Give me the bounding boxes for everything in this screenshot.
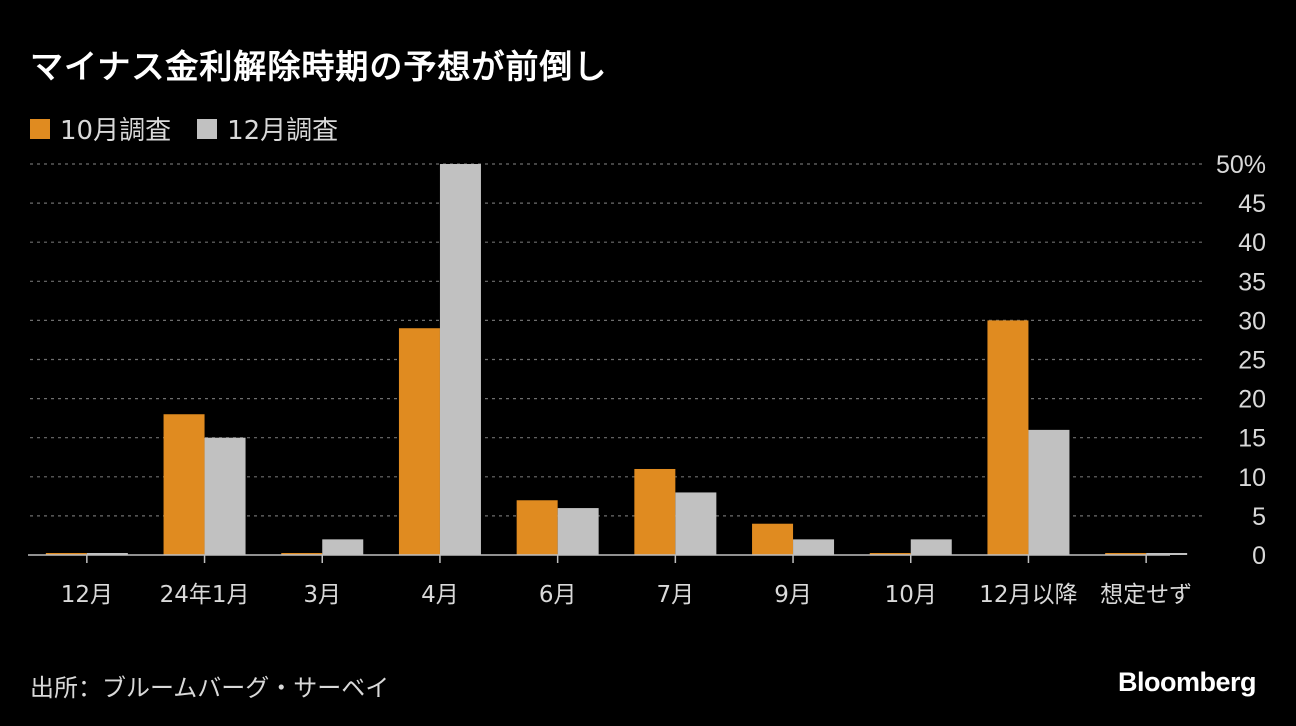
y-tick-label: 45 [1238,190,1266,218]
x-axis-labels: 12月 24年1月 3月 4月 6月 7月 9月 10月 12月以降 想定せず [61,582,1192,608]
x-category-label: 24年1月 [160,582,250,608]
bar-december [1028,429,1070,555]
x-axis [28,554,1170,563]
y-axis-ticks: 0 5 10 15 20 25 30 35 40 45 50% [1216,151,1266,570]
legend-item-december: 12月調査 [197,110,338,147]
bar-october [163,414,205,555]
x-category-label: 12月以降 [979,582,1077,608]
bar-october [752,523,794,555]
bar-december [322,539,364,555]
legend-label-october: 10月調査 [60,116,172,146]
y-tick-label: 40 [1238,229,1266,257]
x-category-label: 10月 [885,582,937,608]
bar-december [793,539,835,555]
bar-october [869,553,911,555]
bar-december [86,553,128,555]
y-tick-label: 35 [1238,268,1266,296]
x-category-label: 想定せず [1100,582,1192,608]
y-tick-label: 15 [1238,425,1266,453]
bar-december [910,539,952,555]
y-tick-label: 10 [1238,464,1266,492]
bar-december [1146,553,1188,555]
bar-october [516,500,558,555]
x-category-label: 7月 [657,582,695,608]
legend-swatch-october [30,118,50,139]
legend-swatch-december [197,118,218,139]
x-category-label: 3月 [303,582,341,608]
legend-label-december: 12月調査 [227,116,339,146]
bar-october [1105,553,1147,555]
source-note: 出所：ブルームバーグ・サーベイ [30,674,390,702]
bloomberg-logo: Bloomberg [1117,667,1257,697]
bar-december [439,164,481,555]
bars [45,164,1188,555]
chart-title: マイナス金利解除時期の予想が前倒し [30,47,608,86]
y-tick-label: 0 [1252,542,1266,570]
x-category-label: 4月 [421,582,459,608]
y-tick-label: 50% [1216,151,1266,179]
bar-october [987,320,1029,555]
bar-october [634,468,676,555]
y-tick-label: 5 [1252,503,1266,531]
y-tick-label: 30 [1238,307,1266,335]
legend-item-october: 10月調査 [30,110,171,147]
y-tick-label: 25 [1238,347,1266,375]
bar-october [281,553,323,555]
bar-december [675,492,717,555]
bar-october [45,553,87,555]
x-category-label: 9月 [774,582,812,608]
legend: 10月調査 12月調査 [30,110,364,147]
bar-october [398,328,440,555]
x-category-label: 12月 [61,582,113,608]
y-tick-label: 20 [1238,386,1266,414]
x-category-label: 6月 [539,582,577,608]
bar-december [557,508,599,555]
bar-december [204,437,246,555]
